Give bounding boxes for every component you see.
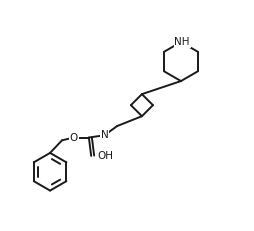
Text: NH: NH	[174, 37, 190, 47]
Text: N: N	[101, 130, 108, 140]
Text: OH: OH	[97, 151, 113, 161]
Text: O: O	[70, 133, 78, 143]
